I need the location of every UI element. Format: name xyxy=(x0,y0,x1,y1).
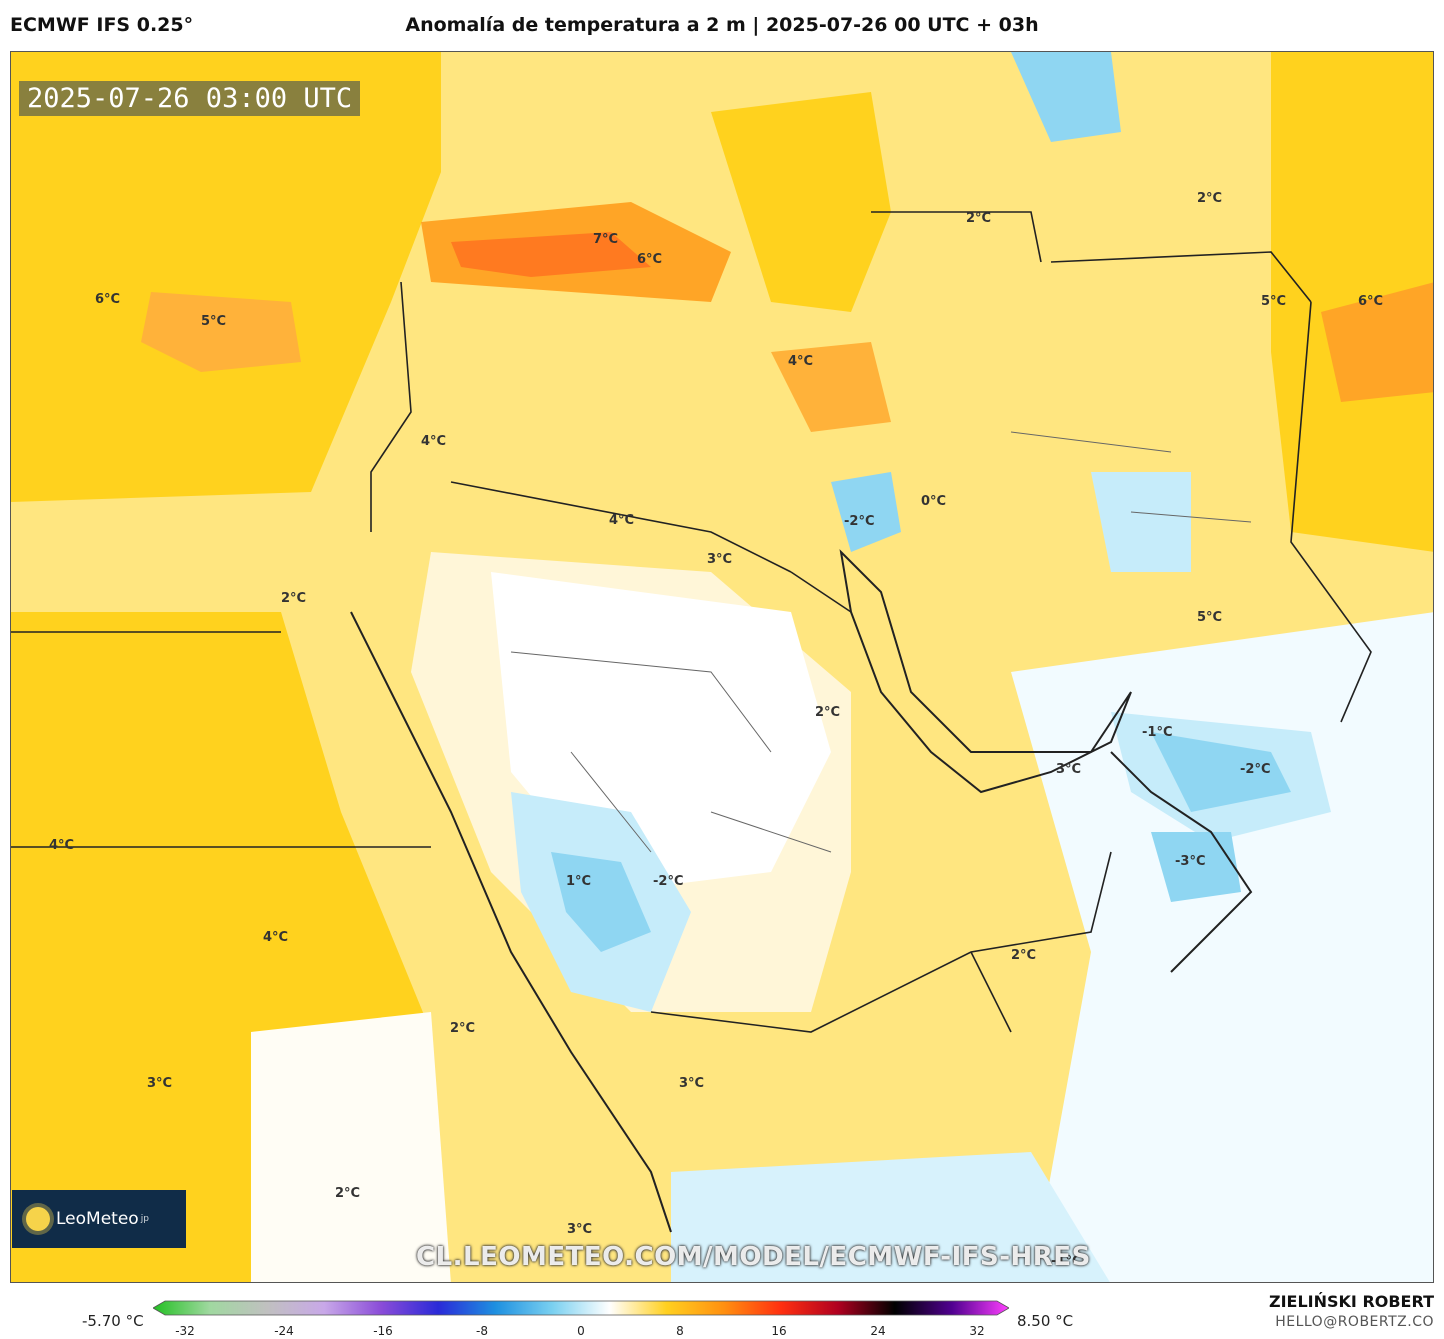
contour-label: -1°C xyxy=(1051,1254,1082,1269)
colorbar-min-label: -5.70 °C xyxy=(82,1312,144,1330)
map-canvas xyxy=(11,52,1433,1282)
contour-label: 6°C xyxy=(1358,294,1384,309)
colorbar-tick-label: 24 xyxy=(870,1324,886,1338)
contour-label: 6°C xyxy=(637,252,663,267)
contour-label: 5°C xyxy=(201,314,227,329)
colorbar-tick-label: -32 xyxy=(175,1324,195,1338)
contour-label: 2°C xyxy=(1197,191,1223,206)
contour-label: 3°C xyxy=(679,1076,705,1091)
contour-label: -3°C xyxy=(1175,854,1206,869)
contour-label: 3°C xyxy=(1056,762,1082,777)
author-email: HELLO@ROBERTZ.CO xyxy=(1275,1314,1434,1330)
contour-label: 4°C xyxy=(49,838,75,853)
colorbar-tick-label: 16 xyxy=(771,1324,787,1338)
author-name: ZIELIŃSKI ROBERT xyxy=(1268,1292,1434,1311)
contour-label: 0°C xyxy=(921,494,947,509)
contour-label: 4°C xyxy=(609,513,635,528)
contour-label: 2°C xyxy=(1011,948,1037,963)
colorbar-tick-label: -8 xyxy=(476,1324,488,1338)
contour-label: -2°C xyxy=(1240,762,1271,777)
contour-label: 2°C xyxy=(450,1021,476,1036)
contour-label: 4°C xyxy=(788,354,814,369)
colorbar-tick-label: -24 xyxy=(274,1324,294,1338)
site-watermark: CL.LEOMETEO.COM/MODEL/ECMWF-IFS-HRES xyxy=(416,1242,1091,1272)
contour-label: 4°C xyxy=(421,434,447,449)
contour-label: -1°C xyxy=(1142,725,1173,740)
contour-label: 4°C xyxy=(263,930,289,945)
colorbar-gradient xyxy=(153,1300,1009,1316)
valid-time: 2025-07-26 03:00 UTC xyxy=(19,81,361,116)
logo-name: LeoMeteo xyxy=(56,1209,139,1229)
contour-label: 3°C xyxy=(567,1222,593,1237)
contour-label: 5°C xyxy=(1197,610,1223,625)
sun-icon xyxy=(26,1207,50,1231)
contour-label: 1°C xyxy=(566,874,592,889)
anomaly-map[interactable]: 2025-07-26 03:00 UTC 6°C 5°C 7°C 6°C 2°C… xyxy=(10,51,1434,1283)
contour-label: 2°C xyxy=(815,705,841,720)
contour-label: 2°C xyxy=(335,1186,361,1201)
colorbar-tick-label: 8 xyxy=(676,1324,684,1338)
logo-suffix: jp xyxy=(140,1214,149,1224)
contour-label: 3°C xyxy=(707,552,733,567)
map-title: Anomalía de temperatura a 2 m | 2025-07-… xyxy=(405,14,1039,36)
contour-label: 7°C xyxy=(593,232,619,247)
model-name: ECMWF IFS 0.25° xyxy=(10,14,194,36)
contour-label: 3°C xyxy=(147,1076,173,1091)
contour-label: 2°C xyxy=(966,211,992,226)
colorbar-tick-label: 0 xyxy=(577,1324,585,1338)
leometeo-logo[interactable]: LeoMeteo jp xyxy=(12,1190,186,1248)
contour-label: -2°C xyxy=(653,874,684,889)
colorbar-tick-label: -16 xyxy=(373,1324,393,1338)
contour-label: 6°C xyxy=(95,292,121,307)
colorbar-max-label: 8.50 °C xyxy=(1017,1312,1074,1330)
contour-label: 2°C xyxy=(281,591,307,606)
contour-label: -2°C xyxy=(844,514,875,529)
colorbar-tick-label: 32 xyxy=(969,1324,985,1338)
contour-label: 5°C xyxy=(1261,294,1287,309)
colorbar xyxy=(153,1300,1009,1316)
